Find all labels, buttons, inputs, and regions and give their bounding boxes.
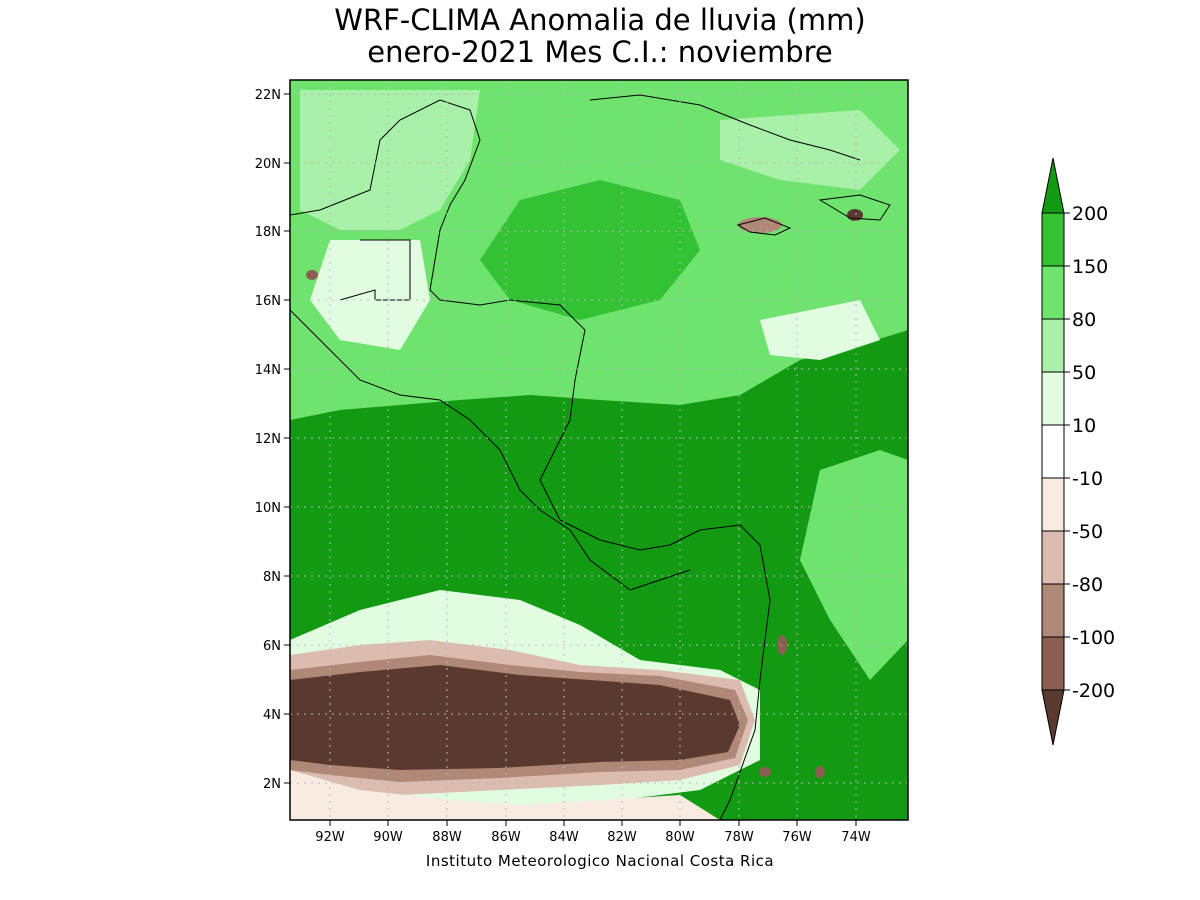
colorbar-swatch	[1041, 424, 1065, 479]
field-colombia-light	[800, 450, 908, 680]
graticule	[290, 80, 908, 820]
lon-label: 90W	[373, 830, 403, 845]
lat-label: 2N	[263, 777, 281, 792]
field-mexico-spot	[306, 270, 318, 280]
field-colombia-spot3	[815, 766, 825, 778]
lat-label: 4N	[263, 708, 281, 723]
anomaly-field	[290, 80, 908, 820]
colorbar: 200 150 80 50 10 -10 -50 -80 -100 -200	[1041, 157, 1115, 746]
lon-label: 92W	[315, 830, 345, 845]
field-gulf-medium	[480, 180, 700, 320]
lat-label: 18N	[255, 225, 281, 240]
field-guatemala-pale	[310, 240, 430, 350]
lat-label: 10N	[255, 501, 281, 516]
lon-label: 74W	[841, 830, 871, 845]
field-colombia-spot2	[759, 767, 771, 777]
colorbar-swatch	[1041, 157, 1065, 214]
field-south-edge	[290, 770, 720, 820]
lon-label: 82W	[607, 830, 637, 845]
lat-label: 6N	[263, 639, 281, 654]
colorbar-label: 150	[1072, 256, 1108, 278]
lon-label: 80W	[665, 830, 695, 845]
lat-label: 12N	[255, 432, 281, 447]
field-jamaica-spot	[738, 217, 782, 233]
coastlines	[290, 94, 891, 820]
colorbar-label: 200	[1072, 203, 1108, 225]
credit-text: Instituto Meteorologico Nacional Costa R…	[425, 852, 775, 870]
colorbar-label: -100	[1072, 627, 1115, 649]
field-south-dry-core	[290, 665, 740, 770]
colorbar-swatch	[1041, 477, 1065, 532]
lon-axis: 92W 90W 88W 86W 84W 82W 80W 78W 76W 74W	[315, 820, 871, 845]
lat-label: 8N	[263, 570, 281, 585]
colorbar-label: -200	[1072, 680, 1115, 702]
lon-label: 78W	[724, 830, 754, 845]
lon-label: 88W	[432, 830, 462, 845]
lat-label: 20N	[255, 157, 281, 172]
field-yucatan-pale	[300, 90, 480, 230]
colorbar-swatch	[1041, 689, 1065, 746]
lat-label: 14N	[255, 363, 281, 378]
colorbar-label: -50	[1072, 521, 1103, 543]
map-subtitle: enero-2021 Mes C.I.: noviembre	[367, 35, 833, 69]
colorbar-label: 80	[1072, 309, 1096, 331]
colorbar-label: -10	[1072, 468, 1103, 490]
colorbar-label: -80	[1072, 574, 1103, 596]
colorbar-swatch	[1041, 530, 1065, 585]
colorbar-swatch	[1041, 212, 1065, 267]
lat-label: 16N	[255, 294, 281, 309]
colorbar-label: 10	[1072, 415, 1096, 437]
colorbar-swatch	[1041, 265, 1065, 320]
lat-axis: 22N 20N 18N 16N 14N 12N 10N 8N 6N 4N 2N	[255, 88, 290, 792]
lon-label: 84W	[549, 830, 579, 845]
lon-label: 86W	[491, 830, 521, 845]
map-frame	[289, 79, 909, 821]
colorbar-label: 50	[1072, 362, 1096, 384]
colorbar-swatch	[1041, 318, 1065, 373]
lon-label: 76W	[782, 830, 812, 845]
colorbar-swatch	[1041, 371, 1065, 426]
colorbar-swatch	[1041, 636, 1065, 691]
colorbar-swatch	[1041, 583, 1065, 638]
field-caribbean-pale	[760, 300, 880, 360]
lat-label: 22N	[255, 88, 281, 103]
field-cuba-pale	[720, 110, 900, 190]
map-title: WRF-CLIMA Anomalia de lluvia (mm)	[334, 3, 866, 37]
